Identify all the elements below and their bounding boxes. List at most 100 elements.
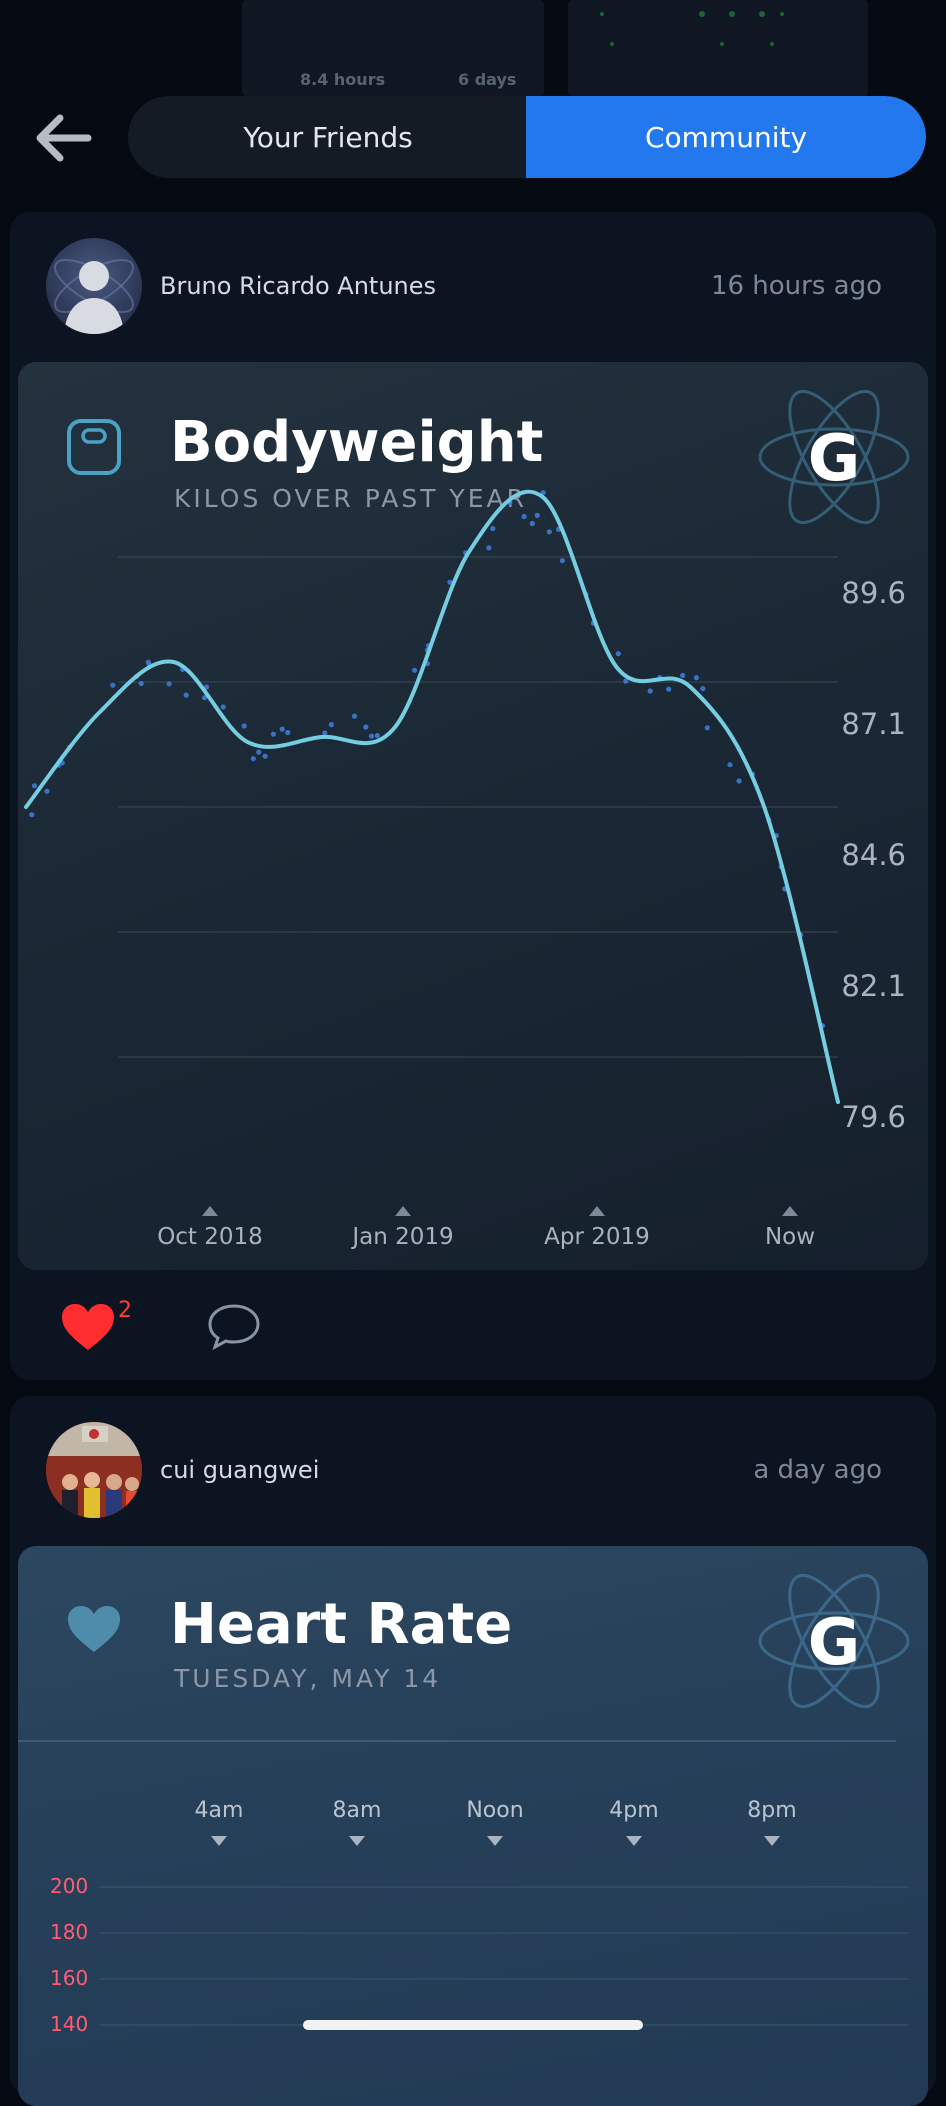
time-axis-label: 4pm xyxy=(609,1798,659,1823)
feed-segmented-control: Your Friends Community xyxy=(128,96,926,178)
x-tick-marker xyxy=(589,1206,605,1216)
weight-measurement-dot xyxy=(490,525,496,532)
weight-measurement-dot xyxy=(285,729,291,736)
weight-measurement-dot xyxy=(250,756,256,762)
background-card-left xyxy=(242,0,544,96)
weight-measurement-dot xyxy=(270,731,276,737)
home-indicator xyxy=(303,2020,643,2030)
avatar[interactable] xyxy=(46,1422,142,1518)
bodyweight-trend-line xyxy=(24,489,840,1104)
weight-measurement-dot xyxy=(29,812,35,818)
y-axis-label: 89.6 xyxy=(841,576,906,610)
weight-measurement-dot xyxy=(615,651,621,657)
post-author-name[interactable]: Bruno Ricardo Antunes xyxy=(160,272,437,300)
time-axis-label: Noon xyxy=(466,1798,524,1823)
logo-letter: G xyxy=(808,1606,861,1680)
scale-icon xyxy=(67,419,121,475)
weight-measurement-dot xyxy=(183,692,189,698)
heart-rate-y-label: 140 xyxy=(50,2012,89,2036)
comment-bubble-icon[interactable] xyxy=(206,1302,262,1350)
x-axis-label: Oct 2018 xyxy=(157,1224,263,1250)
feed-post-card: Bruno Ricardo Antunes 16 hours ago Bodyw… xyxy=(10,212,936,1380)
weight-measurement-dot xyxy=(363,724,369,730)
bodyweight-widget[interactable]: Bodyweight KILOS OVER PAST YEAR G 89.6 8… xyxy=(18,362,928,1270)
time-axis-label: 8am xyxy=(332,1798,382,1823)
time-tick-markers xyxy=(211,1836,780,1846)
heart-rate-y-label: 180 xyxy=(50,1920,89,1944)
weight-measurement-dot xyxy=(447,579,453,585)
tab-your-friends[interactable]: Your Friends xyxy=(243,120,413,154)
back-button[interactable] xyxy=(32,108,96,168)
weight-measurement-dot xyxy=(666,686,672,692)
weight-measurement-dot xyxy=(546,529,552,535)
weight-measurement-dot xyxy=(322,730,328,736)
default-user-avatar-icon xyxy=(46,238,142,334)
time-axis-label: 4am xyxy=(194,1798,244,1823)
widget-title: Bodyweight xyxy=(170,410,544,475)
time-axis-label: 8pm xyxy=(747,1798,797,1823)
user-photo-avatar xyxy=(46,1422,142,1518)
logo-letter: G xyxy=(808,422,861,496)
gyroscope-logo-icon: G xyxy=(758,1573,910,1709)
weight-measurement-dot xyxy=(521,513,527,520)
widget-subtitle: TUESDAY, MAY 14 xyxy=(174,1664,442,1693)
x-tick-marker xyxy=(395,1206,411,1216)
weight-measurement-dot xyxy=(44,788,50,794)
weight-measurement-dot xyxy=(534,512,540,518)
feed-post-card: cui guangwei a day ago Heart Rate TUESDA… xyxy=(10,1396,936,2106)
y-axis-label: 79.6 xyxy=(841,1100,906,1134)
weight-measurement-dot xyxy=(202,695,208,701)
heart-like-icon[interactable] xyxy=(60,1302,116,1352)
weight-measurement-dot xyxy=(647,688,653,694)
avatar[interactable] xyxy=(46,238,142,334)
like-count: 2 xyxy=(118,1298,132,1323)
weight-measurement-dot xyxy=(368,733,375,739)
weight-measurement-dot xyxy=(559,558,566,564)
background-stat-days: 6 days xyxy=(458,70,517,89)
weight-measurement-dot xyxy=(241,723,247,729)
heart-rate-widget[interactable]: Heart Rate TUESDAY, MAY 14 G 4am 8am Noo… xyxy=(18,1546,928,2106)
widget-subtitle: KILOS OVER PAST YEAR xyxy=(174,484,527,513)
background-card-right xyxy=(568,0,868,96)
post-timestamp: 16 hours ago xyxy=(710,271,882,301)
y-axis-label: 87.1 xyxy=(841,707,906,741)
weight-measurement-dot xyxy=(486,545,492,551)
weight-measurement-dot xyxy=(700,686,706,692)
heart-rate-y-label: 160 xyxy=(50,1966,89,1990)
y-axis-label: 84.6 xyxy=(841,838,906,872)
widget-title: Heart Rate xyxy=(170,1592,513,1657)
widget-divider xyxy=(18,1740,896,1742)
weight-measurement-dot xyxy=(704,725,710,731)
weight-measurement-dot xyxy=(256,749,262,755)
back-arrow-icon xyxy=(36,114,92,162)
heart-icon xyxy=(68,1606,120,1652)
x-axis-label: Jan 2019 xyxy=(352,1224,454,1250)
x-tick-marker xyxy=(202,1206,218,1216)
weight-measurement-dot xyxy=(540,490,546,496)
weight-measurement-dot xyxy=(529,520,535,527)
weight-measurement-dot xyxy=(110,682,116,688)
weight-measurement-dot xyxy=(220,704,226,710)
weight-measurement-dot xyxy=(623,678,629,684)
y-axis-label: 82.1 xyxy=(841,969,906,1003)
post-author-name[interactable]: cui guangwei xyxy=(160,1456,320,1484)
background-dot-grid xyxy=(600,11,784,46)
x-axis-label: Apr 2019 xyxy=(544,1224,650,1250)
weight-measurement-dot xyxy=(351,713,358,719)
weight-measurement-dot xyxy=(31,783,38,789)
heart-rate-y-label: 200 xyxy=(50,1874,89,1898)
x-axis-label: Now xyxy=(764,1224,816,1250)
weight-measurement-dot xyxy=(166,681,172,687)
tab-community[interactable]: Community xyxy=(526,96,926,178)
weight-measurement-dot xyxy=(328,722,334,728)
weight-measurement-dot xyxy=(412,667,418,673)
post-timestamp: a day ago xyxy=(753,1455,882,1485)
weight-measurement-dot xyxy=(138,680,144,687)
weight-measurement-dot xyxy=(680,672,686,679)
background-stat-hours: 8.4 hours xyxy=(300,70,386,89)
weight-measurement-dot xyxy=(374,732,380,739)
bodyweight-chart xyxy=(24,489,840,1216)
weight-measurement-dot xyxy=(727,762,733,768)
gyroscope-logo-icon: G xyxy=(758,389,910,525)
weight-measurement-dot xyxy=(262,753,268,759)
